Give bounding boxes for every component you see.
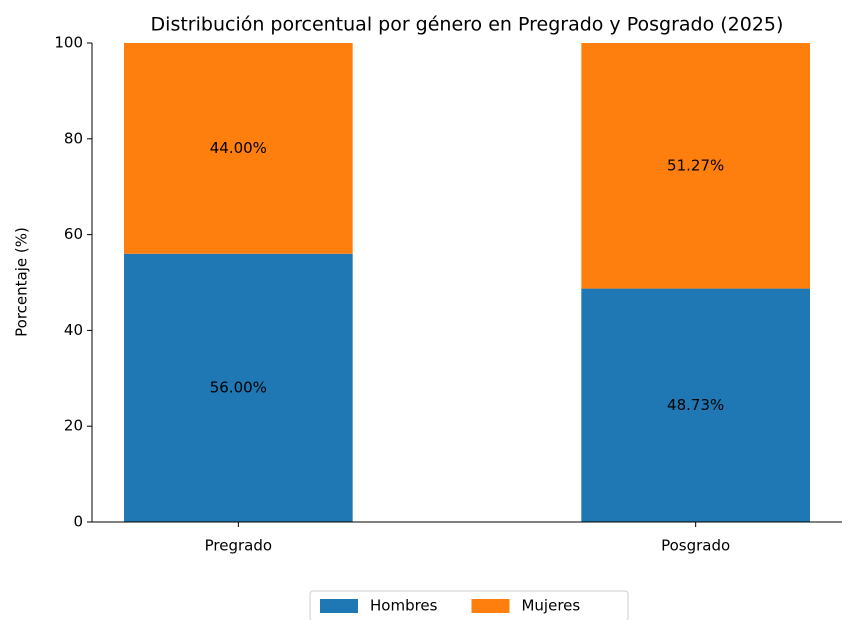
y-tick-label: 20: [64, 417, 83, 435]
x-tick-label: Pregrado: [205, 537, 272, 555]
legend-label: Mujeres: [521, 597, 580, 615]
value-label: 48.73%: [667, 396, 724, 414]
chart-title: Distribución porcentual por género en Pr…: [151, 14, 784, 36]
bar-segment: [124, 43, 353, 254]
y-tick-label: 100: [54, 34, 83, 52]
y-tick-label: 40: [64, 321, 83, 339]
bar-segment: [124, 253, 353, 522]
value-label: 56.00%: [210, 378, 267, 396]
bar-segment: [581, 43, 810, 289]
value-label: 51.27%: [667, 156, 724, 174]
legend-box: [309, 590, 629, 620]
y-axis-label: Porcentaje (%): [13, 227, 31, 337]
value-label: 44.00%: [210, 139, 267, 157]
legend-label: Hombres: [370, 597, 438, 615]
legend-swatch: [471, 599, 510, 613]
bar-segment: [581, 288, 810, 522]
y-tick-label: 80: [64, 129, 83, 147]
legend-swatch: [320, 599, 358, 613]
y-tick-label: 60: [64, 225, 83, 243]
y-tick-label: 0: [73, 513, 83, 531]
x-tick-label: Posgrado: [661, 537, 730, 555]
